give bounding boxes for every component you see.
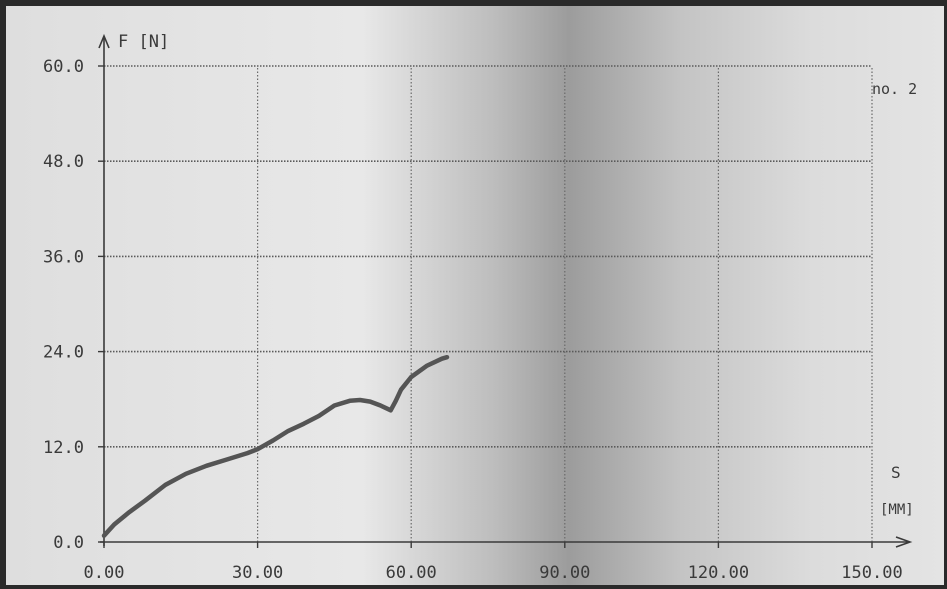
x-axis-arrow [895, 536, 913, 548]
force-displacement-line [101, 354, 450, 538]
data-point [127, 510, 132, 514]
y-tick-label: 24.0 [43, 343, 84, 363]
data-point [204, 464, 209, 468]
data-point [184, 471, 188, 476]
tick-labels: 0.0 12.0 24.0 36.0 48.0 60.0 0.00 30.00 60.00 90.… [43, 57, 903, 583]
x-tick-label: 150.00 [841, 563, 902, 583]
data-point [347, 398, 352, 403]
x-tick-label: 90.00 [539, 563, 590, 583]
y-tick-label: 12.0 [43, 438, 84, 458]
y-tick-label: 60.0 [43, 57, 84, 77]
annotation-label: no. 2 [872, 80, 917, 98]
data-point [271, 438, 275, 443]
y-axis-label: F [N] [118, 32, 169, 52]
y-axis-arrow [98, 33, 110, 49]
series-group [101, 354, 450, 538]
x-axis-symbol: S [891, 463, 901, 482]
data-point [143, 498, 147, 503]
axes [98, 33, 913, 548]
data-point [409, 375, 414, 379]
data-point [255, 447, 260, 451]
data-point [286, 429, 291, 433]
data-point [399, 387, 403, 392]
data-point [424, 364, 429, 368]
y-tick-label: 0.0 [53, 533, 84, 553]
data-point [368, 399, 373, 404]
data-point [112, 522, 117, 527]
x-tick-label: 30.00 [232, 563, 283, 583]
data-point [317, 414, 321, 418]
data-point [332, 403, 337, 408]
x-tick-label: 120.00 [688, 563, 749, 583]
data-point [225, 457, 229, 462]
x-tick-label: 60.00 [386, 563, 437, 583]
y-tick-label: 48.0 [43, 152, 84, 172]
data-point [388, 408, 393, 413]
x-axis-unit: [MM] [880, 502, 914, 518]
data-point [445, 355, 449, 359]
data-point [301, 421, 306, 426]
data-point [245, 451, 250, 455]
data-point [102, 533, 106, 538]
y-tick-label: 36.0 [43, 247, 84, 267]
grid [104, 65, 873, 542]
x-tick-label: 0.00 [84, 563, 125, 583]
data-point [394, 398, 398, 403]
data-point [358, 398, 362, 402]
data-point [440, 356, 444, 361]
data-point [163, 483, 168, 487]
data-point [378, 403, 383, 408]
